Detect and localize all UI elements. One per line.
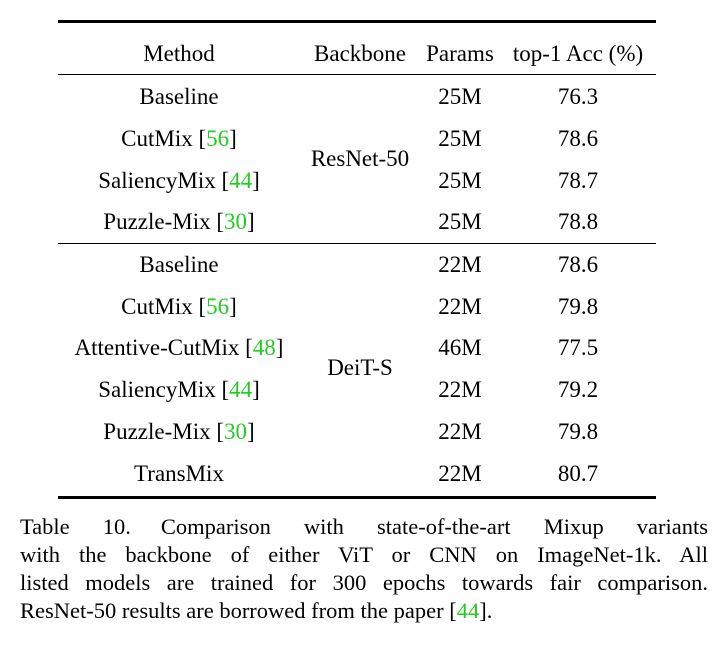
method-name: TransMix [134, 461, 224, 486]
header-backbone: Backbone [314, 41, 406, 66]
group-backbone-label: DeiT-S [327, 355, 393, 380]
params-cell: 25M [438, 209, 482, 234]
method-cell: CutMix [56] [121, 126, 237, 152]
group-separator-rule [58, 243, 656, 244]
header-params: Params [426, 41, 494, 66]
table-caption: Table 10. Comparison with state-of-the-ar… [20, 513, 708, 625]
citation-link[interactable]: 30 [224, 209, 248, 234]
method-cell: Baseline [139, 84, 218, 110]
method-name: Puzzle-Mix [ [103, 209, 225, 234]
citation-bracket: ] [229, 294, 237, 319]
table-top-rule [58, 20, 656, 23]
acc-cell: 78.6 [557, 252, 599, 277]
acc-cell: 76.3 [557, 84, 599, 109]
method-name: CutMix [ [121, 126, 207, 151]
citation-bracket: ] [247, 419, 255, 444]
method-cell: Baseline [139, 252, 218, 278]
caption-line: with the backbone of either ViT or CNN o… [20, 542, 708, 567]
method-cell: Puzzle-Mix [30] [103, 209, 254, 235]
citation-link[interactable]: 44 [229, 168, 253, 193]
table-bottom-rule [58, 496, 656, 499]
acc-cell: 77.5 [557, 335, 599, 360]
citation-link[interactable]: 30 [224, 419, 248, 444]
header-method: Method [143, 41, 215, 66]
params-cell: 22M [438, 252, 482, 277]
group-backbone-label: ResNet-50 [310, 146, 410, 171]
params-cell: 25M [438, 126, 482, 151]
method-cell: SaliencyMix [44] [98, 377, 260, 403]
method-cell: TransMix [134, 461, 224, 487]
method-name: CutMix [ [121, 294, 207, 319]
params-cell: 22M [438, 461, 482, 486]
citation-bracket: ] [252, 377, 260, 402]
params-cell: 25M [438, 84, 482, 109]
citation-link[interactable]: 56 [206, 126, 230, 151]
citation-bracket: ] [229, 126, 237, 151]
params-cell: 46M [438, 335, 482, 360]
citation-link[interactable]: 56 [206, 294, 230, 319]
method-cell: Puzzle-Mix [30] [103, 419, 254, 445]
header-top1-acc: top-1 Acc (%) [512, 41, 644, 66]
caption-text: ]. [479, 598, 493, 623]
method-name: Baseline [139, 252, 219, 277]
params-cell: 22M [438, 377, 482, 402]
method-name: Attentive-CutMix [ [74, 335, 253, 360]
acc-cell: 78.6 [557, 126, 599, 151]
header-rule [58, 74, 656, 75]
citation-bracket: ] [247, 209, 255, 234]
method-name: Baseline [139, 84, 219, 109]
citation-link[interactable]: 44 [456, 598, 480, 623]
params-cell: 25M [438, 168, 482, 193]
caption-line: listed models are trained for 300 epochs… [20, 570, 708, 595]
acc-cell: 80.7 [557, 461, 599, 486]
caption-label: Table 10. [20, 514, 131, 539]
citation-link[interactable]: 44 [229, 377, 253, 402]
citation-bracket: ] [275, 335, 284, 360]
caption-line: ResNet-50 results are borrowed from the … [20, 597, 708, 625]
citation-link[interactable]: 48 [252, 335, 276, 360]
caption-text: ResNet-50 results are borrowed from the … [20, 598, 457, 623]
method-name: SaliencyMix [ [98, 377, 230, 402]
citation-bracket: ] [252, 168, 260, 193]
acc-cell: 79.8 [557, 294, 599, 319]
acc-cell: 79.2 [557, 377, 599, 402]
params-cell: 22M [438, 419, 482, 444]
method-name: Puzzle-Mix [ [103, 419, 225, 444]
method-cell: SaliencyMix [44] [98, 168, 260, 194]
caption-text: Comparison with state-of-the-art Mixup v… [160, 514, 708, 539]
method-cell: CutMix [56] [121, 294, 237, 320]
method-name: SaliencyMix [ [98, 168, 230, 193]
method-cell: Attentive-CutMix [48] [75, 335, 284, 361]
caption-line: Table 10. Comparison with state-of-the-ar… [20, 513, 708, 541]
params-cell: 22M [438, 294, 482, 319]
acc-cell: 79.8 [557, 419, 599, 444]
acc-cell: 78.7 [557, 168, 599, 193]
acc-cell: 78.8 [557, 209, 599, 234]
